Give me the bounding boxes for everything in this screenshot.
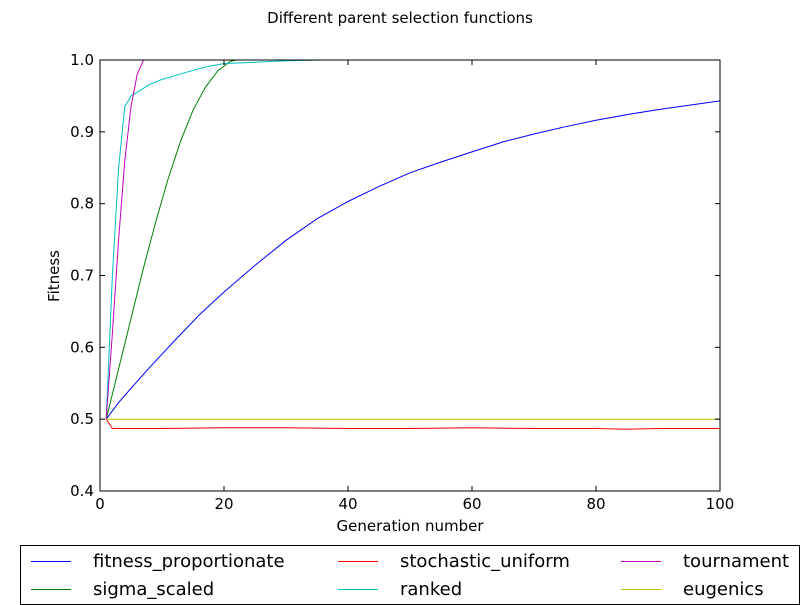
series-line-fitness-proportionate [105,100,720,420]
legend-label: fitness_proportionate [93,550,285,572]
y-tick-label: 1.0 [70,51,94,69]
legend: fitness_proportionate sigma_scaled stochas… [20,545,800,605]
plot-lines [105,60,720,430]
chart: Different parent selection functions 0 20… [45,9,734,535]
legend-item-sigma-scaled: sigma_scaled [31,577,214,601]
legend-item-eugenics: eugenics [621,577,764,601]
y-tick-label: 0.6 [70,338,94,356]
legend-swatch [31,588,71,590]
legend-label: tournament [683,550,790,572]
y-tick-label: 0.7 [70,267,94,285]
series-line-sigma-scaled [105,60,237,420]
x-tick-label: 100 [706,495,735,513]
y-tick-label: 0.8 [70,195,94,213]
plot-frame [99,59,721,492]
x-tick-label: 20 [214,495,233,513]
legend-label: ranked [400,578,463,600]
x-tick-label: 80 [586,495,605,513]
series-line-ranked [105,60,324,420]
legend-item-ranked: ranked [338,577,462,601]
legend-swatch [31,560,71,562]
legend-swatch [621,588,661,590]
chart-title: Different parent selection functions [267,9,533,27]
legend-item-tournament: tournament [621,549,789,573]
legend-item-fitness-proportionate: fitness_proportionate [31,549,285,573]
y-tick-label: 0.9 [70,123,94,141]
y-axis-label: Fitness [45,250,63,302]
x-tick-label: 60 [462,495,481,513]
legend-swatch [621,560,661,562]
axis-ticks: 0 20 40 60 80 100 0.4 0.5 0.6 0.7 0.8 0.9 1.0 [70,51,734,513]
legend-label: eugenics [683,578,764,600]
legend-label: stochastic_uniform [400,550,570,572]
series-line-tournament [105,60,144,420]
legend-item-stochastic-uniform: stochastic_uniform [338,549,570,573]
series-line-stochastic-uniform [105,418,720,430]
x-tick-label: 0 [95,495,105,513]
x-axis-label: Generation number [337,517,485,535]
legend-swatch [338,560,378,562]
x-tick-label: 40 [338,495,357,513]
legend-swatch [338,588,378,590]
y-tick-label: 0.4 [70,482,94,500]
y-tick-label: 0.5 [70,410,94,428]
legend-label: sigma_scaled [93,578,215,600]
